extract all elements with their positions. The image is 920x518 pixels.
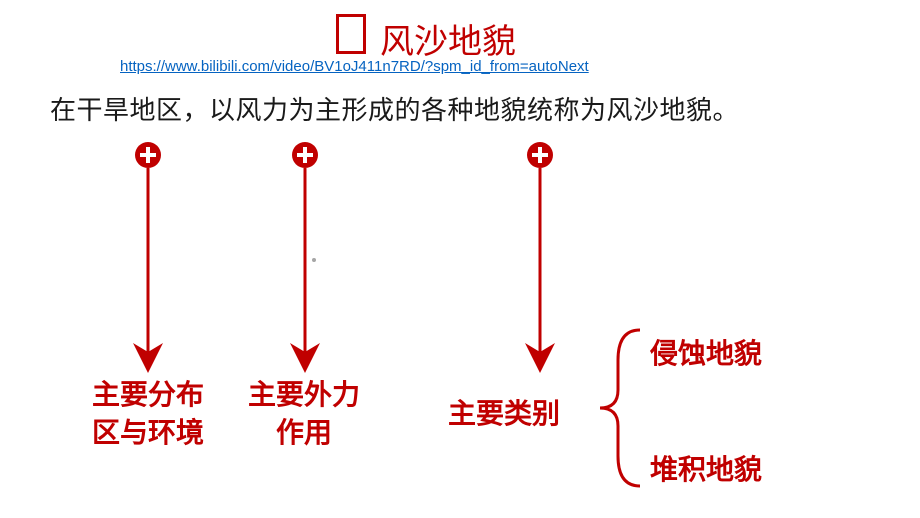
branch-left: 主要分布 区与环境 xyxy=(92,376,204,452)
branch-right-line1: 主要类别 xyxy=(448,398,560,429)
sub-bottom: 堆积地貌 xyxy=(650,448,762,488)
branch-middle-line2: 作用 xyxy=(248,414,360,452)
branch-middle-line1: 主要外力 xyxy=(248,376,360,414)
branch-left-line1: 主要分布 xyxy=(92,376,204,414)
branch-left-line2: 区与环境 xyxy=(92,414,204,452)
branch-right: 主要类别 xyxy=(448,392,560,432)
slide: { "title": { "text": "风沙地貌", "color": "#… xyxy=(0,0,920,518)
sub-top: 侵蚀地貌 xyxy=(650,332,762,372)
branch-middle: 主要外力 作用 xyxy=(248,376,360,452)
